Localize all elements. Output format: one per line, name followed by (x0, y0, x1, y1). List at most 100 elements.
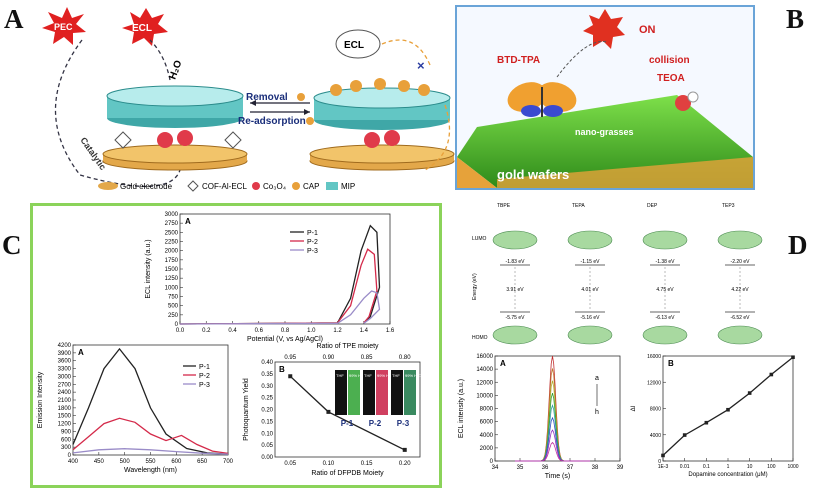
fit-line (662, 356, 794, 456)
nano-label: nano-grasses (575, 127, 634, 137)
vial-water (376, 370, 388, 415)
x-tick-label: 34 (492, 465, 499, 471)
x-tick-label: 1.0 (307, 328, 316, 334)
x-tick-label: 1 (727, 464, 730, 470)
plot-frame (179, 213, 391, 325)
top-tick-label: 0.95 (284, 355, 296, 361)
panel-c-quantum-chart: 0.00 0.05 0.10 0.15 0.20 0.25 0.30 0.35 0.40 0.05… (243, 343, 422, 477)
vial-label-water: 99% H₂O (349, 373, 366, 378)
y-tick-label: 0.40 (261, 360, 273, 366)
series-line-P-1 (72, 347, 229, 455)
homo-value: -6.52 eV (731, 315, 751, 321)
y-tick-label: 3300 (58, 367, 72, 373)
y-tick-label: 1750 (165, 258, 179, 264)
y-tick-label: 4000 (650, 433, 661, 439)
ecl-right-label: ECL (344, 40, 364, 51)
legend-label: P-1 (199, 364, 210, 371)
homo-value: -5.16 eV (581, 315, 601, 321)
homo-value: -5.75 eV (506, 315, 526, 321)
y-tick-label: 16000 (476, 354, 493, 360)
x-tick-label: 0.20 (399, 461, 411, 467)
top-tick-label: 0.80 (399, 355, 411, 361)
y-tick-label: 250 (168, 313, 179, 319)
y-tick-label: 0.20 (261, 408, 273, 414)
panel-label-c: C (2, 230, 22, 260)
data-point (682, 433, 687, 437)
gap-value: 4.01 eV (581, 287, 599, 293)
vial-label-water: 99% H₂O (405, 373, 422, 378)
x-tick-label: 1.2 (333, 328, 342, 334)
y-tick-label: 12000 (647, 380, 661, 386)
y-tick-label: 3000 (165, 212, 179, 218)
label-h: h (595, 409, 599, 416)
peak-curve (515, 380, 590, 462)
panel-a-schematic: PEC ECL H₂O Catalytic Removal Re-adsorpt… (42, 7, 455, 192)
panel-label-a: A (4, 4, 24, 34)
molecule-name: DEP (647, 203, 658, 209)
panel-d-orbital-diagram: TBPE -1.83 eV 3.91 eV -5.75 eV TEPA -1.15 eV 4… (472, 203, 763, 345)
inset-label: P-2 (369, 419, 382, 428)
series-line-P-1 (179, 224, 381, 325)
y-tick-label: 1000 (165, 285, 179, 291)
lumo-orbital (492, 230, 538, 250)
y-tick-label: 1800 (58, 406, 72, 412)
lumo-label: LUMO (472, 236, 487, 242)
y-axis-label: Emission Intensity (37, 371, 44, 428)
y-tick-label: 2400 (58, 390, 72, 396)
panel-c-top-chart: 0 250 500 750 1000 1250 1500 1750 2000 2250 2500 27… (145, 212, 395, 343)
y-tick-label: 2250 (165, 240, 179, 246)
legend-cap: CAP (303, 182, 319, 191)
molecule-name: TEPA (572, 203, 585, 209)
legend-label: P-2 (199, 373, 210, 380)
y-tick-label: 2100 (58, 398, 72, 404)
y-tick-label: 3900 (58, 351, 72, 357)
lumo-value: -1.15 eV (581, 259, 601, 265)
vial-label-water: 99% H₂O (377, 373, 394, 378)
data-point (661, 453, 665, 458)
readsorption-label: Re-adsorption (238, 116, 306, 127)
legend-mip: MIP (341, 182, 355, 191)
chart-label: A (78, 348, 84, 357)
y-tick-label: 1500 (58, 414, 72, 420)
lumo-orbital (717, 230, 763, 250)
inset-label: P-1 (341, 419, 354, 428)
ecl-cloud-icon (335, 29, 381, 59)
plot-frame (274, 361, 421, 458)
x-tick-label: 0.0 (176, 328, 185, 334)
plot-frame (72, 344, 229, 456)
y-tick-label: 10000 (476, 393, 493, 399)
molecule-name: TEP3 (722, 203, 735, 209)
molecule-name: TBPE (497, 203, 511, 209)
on-star-icon (583, 9, 625, 49)
y-tick-label: 0.05 (261, 443, 273, 449)
series-line-P-2 (179, 248, 378, 325)
vial-thf (335, 370, 347, 415)
x-tick-label: 650 (197, 459, 208, 465)
legend-gold: Gold electrode (120, 182, 173, 191)
y-tick-label: 0.00 (261, 455, 273, 461)
top-tick-label: 0.85 (361, 355, 373, 361)
x-tick-label: 0.6 (255, 328, 264, 334)
data-point (402, 447, 407, 452)
x-tick-label: 1E-3 (658, 464, 669, 470)
y-tick-label: 900 (61, 429, 72, 435)
y-axis-label: ECL intensity (a.u.) (458, 379, 465, 438)
data-point (326, 409, 331, 414)
y-tick-label: 2000 (165, 249, 179, 255)
peak-curve (515, 392, 590, 462)
x-tick-label: 1.6 (386, 328, 395, 334)
x-axis-label: Wavelength (nm) (124, 467, 177, 474)
y-tick-label: 4000 (480, 433, 494, 439)
y-tick-label: 2000 (480, 446, 494, 452)
ecl-label: ECL (132, 23, 152, 34)
y-tick-label: 0.25 (261, 396, 273, 402)
y-tick-label: 0 (490, 459, 494, 465)
gap-value: 4.75 eV (656, 287, 674, 293)
y-tick-label: 2700 (58, 382, 72, 388)
x-tick-label: 0.05 (284, 461, 296, 467)
gap-value: 3.91 eV (506, 287, 524, 293)
vial-water (348, 370, 360, 415)
y-tick-label: 600 (61, 437, 72, 443)
top-tick-label: 0.90 (323, 355, 335, 361)
